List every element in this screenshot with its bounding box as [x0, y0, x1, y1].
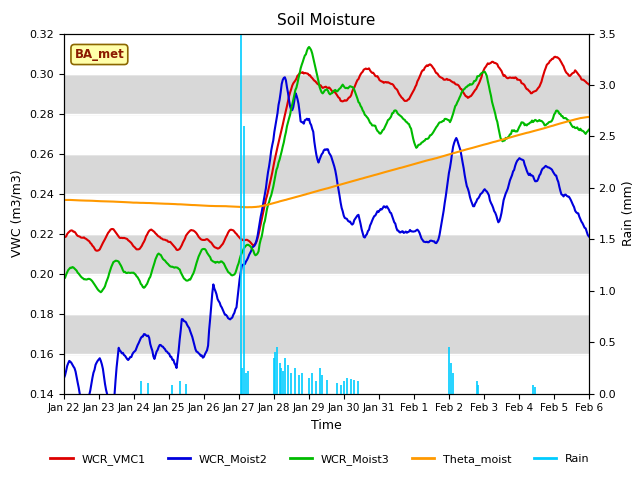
Y-axis label: Rain (mm): Rain (mm) [622, 181, 635, 246]
Bar [64, 234, 589, 274]
Bar [64, 193, 589, 234]
X-axis label: Time: Time [311, 419, 342, 432]
Bar [64, 114, 589, 154]
Bar [64, 34, 589, 73]
Title: Soil Moisture: Soil Moisture [277, 13, 376, 28]
Legend: WCR_VMC1, WCR_Moist2, WCR_Moist3, Theta_moist, Rain: WCR_VMC1, WCR_Moist2, WCR_Moist3, Theta_… [46, 450, 594, 469]
Bar [64, 354, 589, 394]
Bar [64, 154, 589, 193]
Bar [64, 73, 589, 114]
Y-axis label: VWC (m3/m3): VWC (m3/m3) [11, 170, 24, 257]
Bar [64, 313, 589, 354]
Text: BA_met: BA_met [74, 48, 124, 61]
Bar [64, 274, 589, 313]
